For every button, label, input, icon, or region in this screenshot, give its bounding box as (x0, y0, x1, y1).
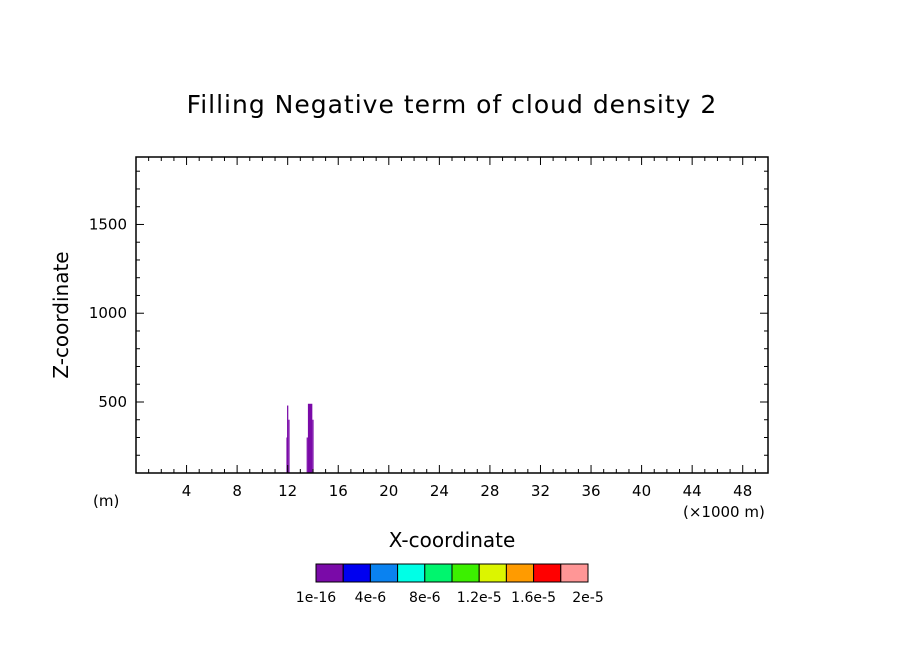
y-tick-labels: 500 1000 1500 (89, 215, 127, 411)
shaded-regions (286, 403, 314, 473)
x-axis-title: X-coordinate (389, 528, 516, 552)
colorbar-swatch (533, 563, 562, 583)
shaded-region-1 (288, 419, 290, 473)
colorbar-swatch (478, 563, 507, 583)
x-tick-label: 36 (581, 482, 600, 500)
x-tick-label: 40 (632, 482, 651, 500)
colorbar-label: 8e-6 (409, 590, 441, 606)
colorbar-swatch (342, 563, 371, 583)
x-tick-label: 16 (329, 482, 348, 500)
colorbar-label: 1e-16 (296, 590, 336, 606)
plot-frame (135, 156, 769, 474)
x-tick-label: 32 (531, 482, 550, 500)
chart-title: Filling Negative term of cloud density 2 (187, 90, 718, 119)
x-tick-label: 8 (232, 482, 242, 500)
colorbar-swatch (397, 563, 426, 583)
colorbar (315, 563, 589, 583)
y-tick-label: 1000 (89, 304, 127, 322)
colorbar-swatch (424, 563, 453, 583)
y-tick-label: 1500 (89, 215, 127, 233)
shaded-region-5 (306, 437, 308, 473)
x-tick-label: 4 (182, 482, 192, 500)
colorbar-label: 2e-5 (572, 590, 603, 606)
colorbar-swatch (505, 563, 535, 583)
y-units-label: (m) (93, 492, 119, 510)
shaded-region-2 (286, 437, 288, 473)
x-units-label: (×1000 m) (683, 503, 765, 521)
colorbar-label: 1.6e-5 (511, 590, 556, 606)
axis-ticks (136, 157, 768, 474)
x-tick-label: 48 (733, 482, 752, 500)
x-tick-label: 44 (683, 482, 702, 500)
colorbar-swatch (315, 563, 344, 583)
y-axis-title: Z-coordinate (49, 251, 73, 378)
x-tick-label: 28 (480, 482, 499, 500)
colorbar-labels: 1e-16 4e-6 8e-6 1.2e-5 1.6e-5 2e-5 (296, 590, 604, 606)
y-tick-label: 500 (98, 393, 127, 411)
colorbar-swatch (560, 563, 589, 583)
x-tick-label: 24 (430, 482, 449, 500)
x-tick-label: 20 (379, 482, 398, 500)
shaded-region-4 (312, 419, 314, 473)
shaded-region-3 (307, 403, 313, 473)
x-tick-label: 12 (278, 482, 297, 500)
colorbar-label: 4e-6 (355, 590, 387, 606)
colorbar-swatch (369, 563, 399, 583)
colorbar-label: 1.2e-5 (457, 590, 502, 606)
x-tick-labels: 4 8 12 16 20 24 28 32 36 40 44 48 (182, 482, 752, 500)
colorbar-swatch (451, 563, 480, 583)
